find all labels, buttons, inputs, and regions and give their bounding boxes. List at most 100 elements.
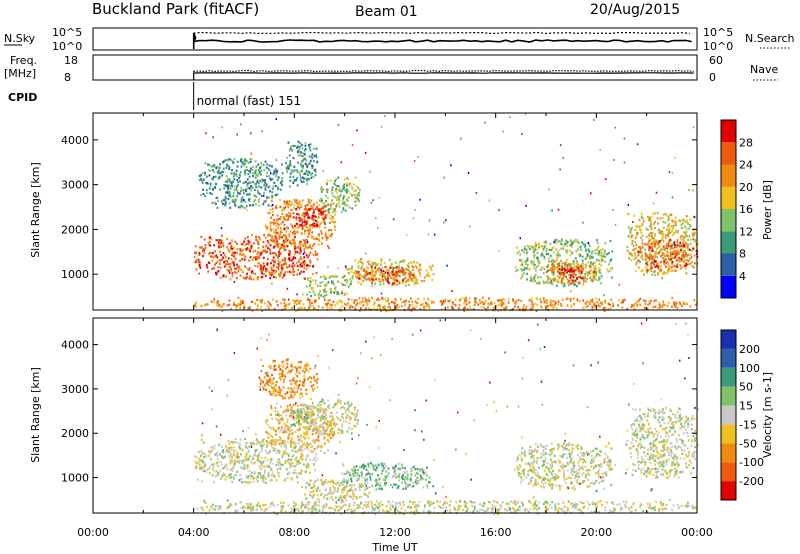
power-cell — [273, 219, 276, 222]
power-cell — [565, 243, 567, 246]
power-cell — [604, 299, 606, 302]
velocity-cell — [319, 416, 321, 419]
power-cell — [310, 155, 313, 158]
power-cell — [323, 277, 326, 280]
power-cell — [519, 259, 521, 262]
power-cell — [219, 259, 221, 262]
power-cell — [574, 257, 577, 260]
power-cell — [295, 303, 298, 306]
power-cell — [236, 276, 238, 280]
power-cell — [375, 298, 378, 302]
power-cell — [672, 220, 674, 223]
power-cell — [332, 216, 335, 219]
power-cell — [258, 169, 260, 172]
velocity-cell — [270, 442, 273, 446]
velocity-cell — [304, 447, 306, 450]
power-cell — [239, 259, 241, 262]
power-cell — [257, 243, 260, 246]
power-cell — [665, 261, 667, 264]
velocity-cell — [284, 424, 287, 427]
velocity-cell — [210, 457, 212, 460]
velocity-cell — [280, 414, 283, 417]
power-cell — [345, 191, 348, 194]
power-cell — [405, 281, 407, 284]
power-cell — [545, 253, 548, 256]
power-cell — [391, 284, 394, 287]
power-cell — [324, 210, 326, 213]
power-cell — [310, 217, 313, 220]
power-cell — [338, 299, 341, 302]
power-cell — [669, 247, 672, 250]
velocity-cell — [273, 475, 276, 478]
power-cell — [679, 241, 682, 244]
velocity-cell — [311, 433, 314, 436]
power-cell — [621, 306, 624, 309]
power-cell — [595, 297, 598, 300]
power-cell — [234, 240, 237, 243]
power-cell — [299, 243, 301, 246]
velocity-cell — [292, 472, 295, 475]
power-cell — [539, 298, 542, 301]
power-cell — [242, 162, 244, 165]
power-cell — [404, 284, 407, 287]
power-cell — [229, 206, 232, 209]
power-cell — [231, 275, 234, 278]
power-cell — [663, 260, 666, 263]
power-cell — [298, 207, 301, 210]
power-cell — [428, 265, 431, 268]
colorbar-tick-label: 8 — [739, 248, 746, 261]
power-cell — [667, 219, 670, 222]
velocity-cell — [299, 462, 301, 465]
power-cell — [224, 204, 226, 207]
power-cell — [371, 284, 374, 287]
power-cell — [445, 219, 447, 222]
velocity-cell — [317, 438, 319, 441]
power-heatmap-cells — [193, 113, 699, 312]
power-cell — [388, 282, 390, 285]
power-cell — [683, 219, 686, 222]
velocity-cell — [248, 445, 250, 448]
power-cell — [207, 261, 210, 264]
velocity-cell — [297, 442, 300, 445]
power-cell — [370, 271, 373, 274]
power-cell — [396, 283, 398, 286]
power-cell — [680, 248, 682, 251]
power-cell — [262, 245, 265, 248]
power-cell — [201, 179, 204, 182]
power-cell — [576, 261, 579, 264]
power-cell — [563, 265, 566, 268]
power-cell — [693, 266, 696, 269]
power-cell — [313, 294, 316, 297]
power-cell — [355, 200, 358, 203]
velocity-cell — [333, 433, 335, 437]
power-cell — [650, 227, 653, 230]
power-cell — [269, 169, 271, 172]
power-cell — [545, 248, 548, 251]
velocity-cell — [301, 458, 304, 461]
velocity-cell — [314, 460, 317, 463]
power-cell — [654, 305, 657, 308]
power-cell — [534, 302, 537, 305]
power-cell — [530, 303, 533, 306]
velocity-cell — [229, 453, 232, 456]
power-cell — [377, 226, 379, 229]
power-cell — [589, 265, 592, 268]
power-cell — [689, 253, 692, 256]
power-cell — [558, 262, 561, 265]
power-cell — [668, 258, 670, 261]
power-cell — [273, 231, 276, 234]
power-cell — [591, 305, 594, 308]
power-cell — [672, 247, 675, 250]
power-cell — [521, 133, 523, 135]
power-cell — [239, 253, 241, 256]
power-cell — [258, 204, 261, 207]
power-cell — [533, 277, 536, 280]
power-cell — [585, 271, 588, 274]
power-cell — [689, 238, 692, 241]
velocity-cell — [290, 445, 293, 448]
power-cell — [339, 186, 341, 189]
velocity-cell — [253, 475, 255, 479]
power-cell — [674, 265, 677, 268]
power-cell — [575, 264, 578, 268]
power-cell — [349, 182, 352, 185]
